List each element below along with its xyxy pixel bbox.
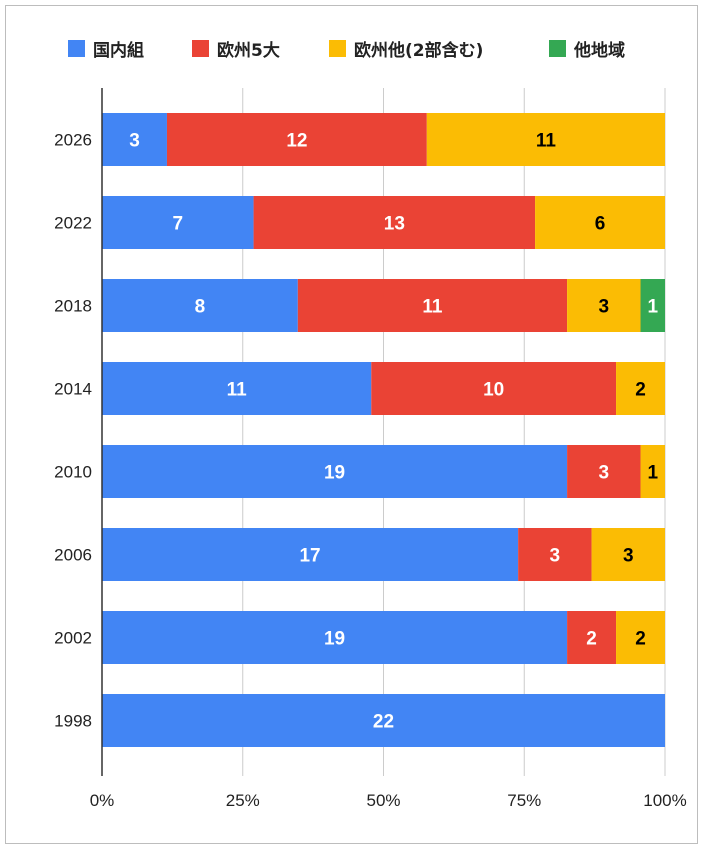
data-label-2026-2: 11 [536,131,557,152]
x-tick-label-1: 25% [226,791,260,810]
bar-segment-2002-1 [567,611,617,664]
bar-row-2002: 19 2 2 [102,611,665,664]
x-axis-labels: 0% 25% 50% 75% 100% [90,791,687,810]
bar-segment-2026-0 [102,113,167,166]
legend-label-2: 欧州他(2部含む) [354,40,483,61]
data-label-2002-0: 19 [324,629,345,650]
bar-segment-2010-0 [102,445,568,498]
y-tick-label-2010: 2010 [54,463,92,482]
bar-segment-2006-1 [518,528,592,581]
legend-swatch-1 [192,40,209,57]
data-label-2018-3: 1 [647,297,658,318]
bar-row-2010: 19 3 1 [102,445,665,498]
bar-row-2022: 7 13 6 [102,196,665,249]
data-label-2010-2: 1 [647,463,658,484]
legend: 国内組 欧州5大 欧州他(2部含む) 他地域 [68,40,625,61]
bar-row-2014: 11 10 2 [102,362,665,415]
data-label-2002-1: 2 [586,629,597,650]
bar-row-1998: 22 [102,694,665,747]
legend-label-1: 欧州5大 [217,40,280,61]
bar-segment-2010-1 [567,445,641,498]
data-label-2006-1: 3 [550,546,561,567]
bar-segment-2002-2 [616,611,665,664]
legend-swatch-2 [329,40,346,57]
bar-segment-1998-0 [102,694,665,747]
data-label-2014-2: 2 [635,380,646,401]
legend-swatch-3 [549,40,566,57]
bar-segment-2014-2 [616,362,665,415]
data-label-1998-0: 22 [373,712,394,733]
y-tick-label-2018: 2018 [54,297,92,316]
bar-segment-2006-0 [102,528,519,581]
y-tick-label-2022: 2022 [54,214,92,233]
y-tick-label-2026: 2026 [54,131,92,150]
data-label-2014-0: 11 [227,380,248,401]
data-label-2018-0: 8 [195,297,206,318]
data-label-2026-1: 12 [286,131,307,152]
bar-segment-2026-2 [426,113,665,166]
bar-segment-2022-0 [102,196,254,249]
data-label-2022-1: 13 [384,214,405,235]
data-label-2002-2: 2 [635,629,646,650]
y-tick-label-1998: 1998 [54,712,92,731]
x-tick-label-4: 100% [643,791,686,810]
y-tick-label-2002: 2002 [54,629,92,648]
legend-label-3: 他地域 [573,40,625,61]
y-tick-label-2014: 2014 [54,380,92,399]
data-label-2022-0: 7 [172,214,183,235]
bar-segment-2022-1 [253,196,536,249]
data-label-2018-2: 3 [599,297,610,318]
bars: 3 12 117 13 68 11 3 111 10 219 3 117 3 319 2 222 [102,113,665,747]
bar-segment-2014-0 [102,362,372,415]
data-label-2010-0: 19 [324,463,345,484]
y-axis-labels: 2026 2022 2018 2014 2010 2006 2002 1998 [54,131,92,731]
data-label-2018-1: 11 [422,297,443,318]
bar-segment-2026-1 [166,113,427,166]
legend-label-0: 国内組 [93,40,144,61]
x-tick-label-2: 50% [366,791,400,810]
bar-segment-2006-2 [591,528,665,581]
gridlines [242,88,666,776]
bar-row-2006: 17 3 3 [102,528,665,581]
data-label-2006-2: 3 [623,546,634,567]
bar-segment-2018-2 [567,279,641,332]
data-label-2014-1: 10 [483,380,504,401]
bar-segment-2018-3 [640,279,665,332]
bar-segment-2014-1 [371,362,617,415]
bar-segment-2002-0 [102,611,568,664]
data-label-2026-0: 3 [129,131,140,152]
x-tick-label-3: 75% [507,791,541,810]
data-label-2006-0: 17 [299,546,320,567]
bar-segment-2010-2 [640,445,665,498]
data-label-2010-1: 3 [599,463,610,484]
bar-segment-2022-2 [535,196,665,249]
bar-segment-2018-0 [102,279,298,332]
y-tick-label-2006: 2006 [54,546,92,565]
data-label-2022-2: 6 [595,214,606,235]
bar-row-2018: 8 11 3 1 [102,279,665,332]
bar-row-2026: 3 12 11 [102,113,665,166]
legend-swatch-0 [68,40,85,57]
x-tick-label-0: 0% [90,791,115,810]
bar-segment-2018-1 [297,279,568,332]
